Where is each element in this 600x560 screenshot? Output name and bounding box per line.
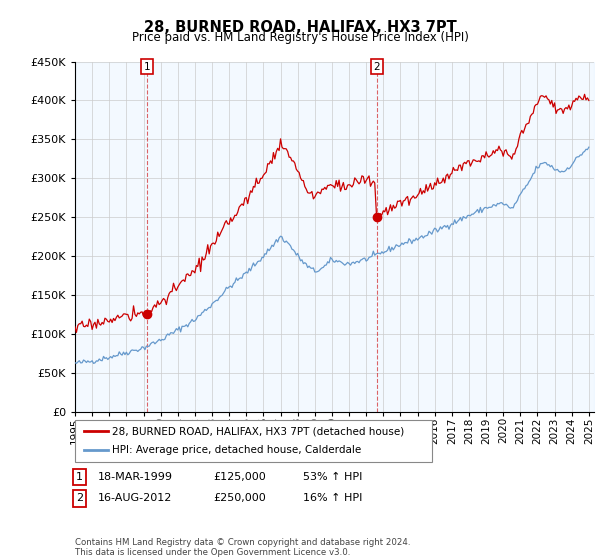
Text: HPI: Average price, detached house, Calderdale: HPI: Average price, detached house, Cald… [112, 445, 361, 455]
Text: 53% ↑ HPI: 53% ↑ HPI [303, 472, 362, 482]
Text: Price paid vs. HM Land Registry's House Price Index (HPI): Price paid vs. HM Land Registry's House … [131, 31, 469, 44]
Text: Contains HM Land Registry data © Crown copyright and database right 2024.
This d: Contains HM Land Registry data © Crown c… [75, 538, 410, 557]
Text: 2: 2 [373, 62, 380, 72]
Text: 28, BURNED ROAD, HALIFAX, HX3 7PT: 28, BURNED ROAD, HALIFAX, HX3 7PT [143, 20, 457, 35]
Text: 16-AUG-2012: 16-AUG-2012 [98, 493, 172, 503]
Text: 18-MAR-1999: 18-MAR-1999 [98, 472, 173, 482]
Text: 2: 2 [76, 493, 83, 503]
Text: 16% ↑ HPI: 16% ↑ HPI [303, 493, 362, 503]
Text: 1: 1 [144, 62, 151, 72]
Text: £250,000: £250,000 [213, 493, 266, 503]
Text: £125,000: £125,000 [213, 472, 266, 482]
Text: 28, BURNED ROAD, HALIFAX, HX3 7PT (detached house): 28, BURNED ROAD, HALIFAX, HX3 7PT (detac… [112, 426, 404, 436]
Text: 1: 1 [76, 472, 83, 482]
